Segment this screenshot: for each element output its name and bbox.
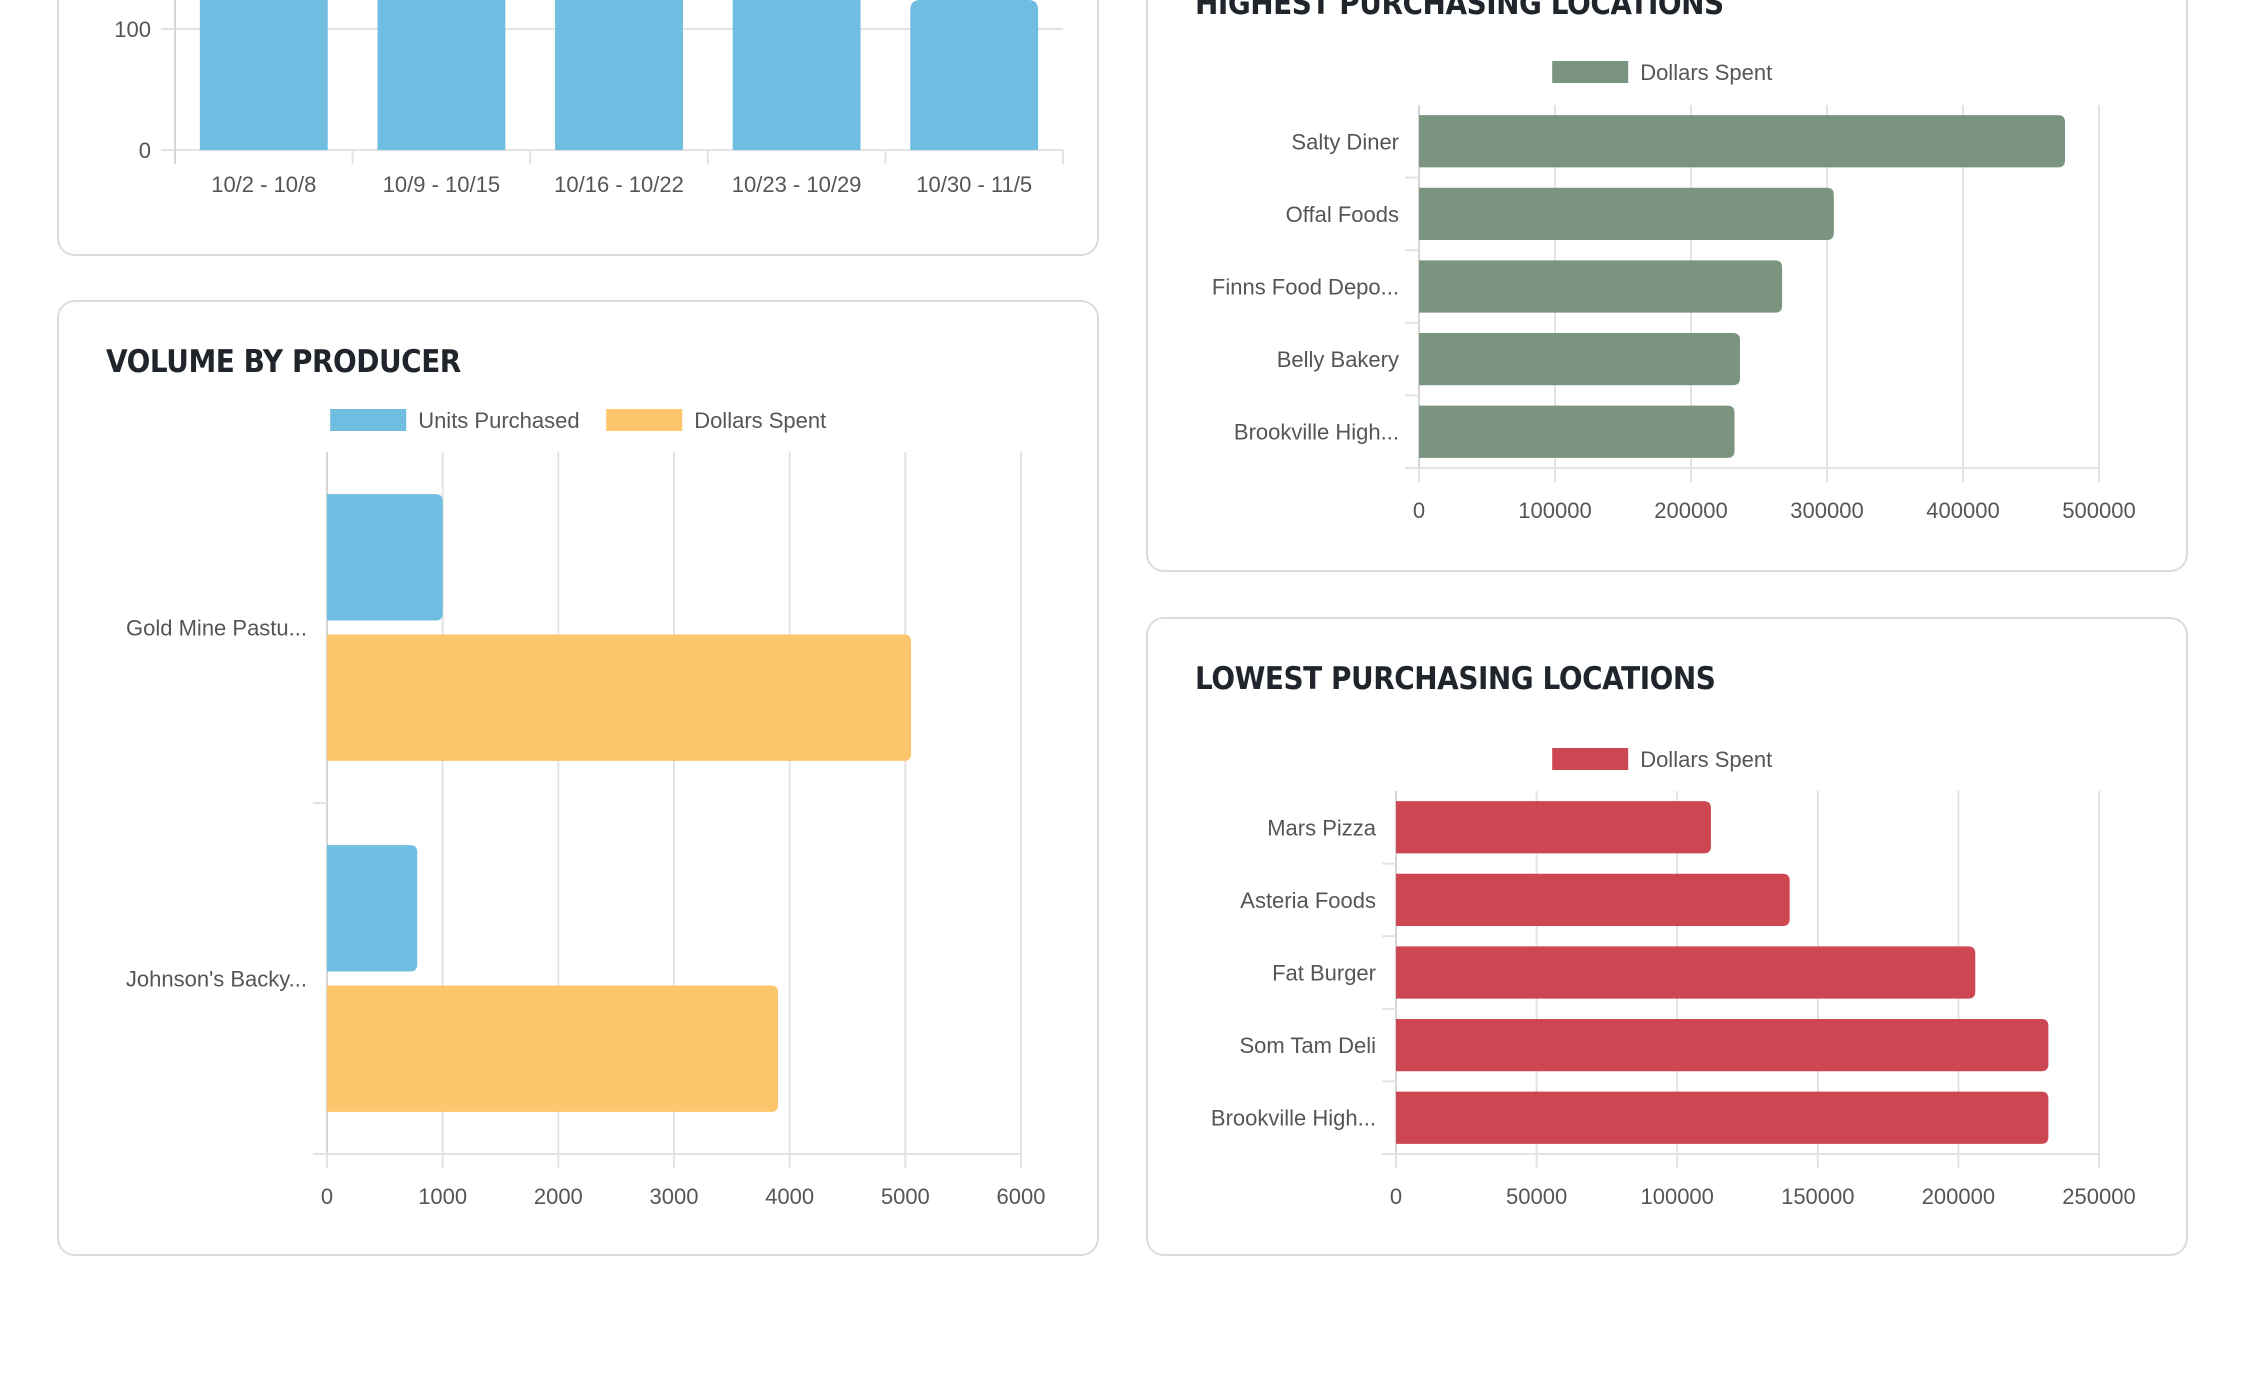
bar <box>732 0 861 150</box>
lowest-purchasing-chart: Dollars Spent 0 50000 100000 150000 200000 250… <box>1211 747 2136 1209</box>
y-tick-label: Brookville High... <box>1234 420 1399 445</box>
bar <box>1396 1091 2049 1144</box>
highest-purchasing-title: HIGHEST PURCHASING LOCATIONS <box>1195 0 1724 22</box>
legend-label: Units Purchased <box>418 408 579 433</box>
y-tick-label: Gold Mine Pastu... <box>126 616 307 641</box>
y-tick-label: Som Tam Deli <box>1239 1033 1376 1058</box>
legend-swatch <box>1552 748 1629 770</box>
y-tick-label: Mars Pizza <box>1267 815 1377 840</box>
x-tick-label: 100000 <box>1640 1184 1713 1209</box>
bar <box>327 985 779 1112</box>
bar <box>1419 405 1735 458</box>
y-tick-label: Johnson's Backy... <box>126 967 307 992</box>
legend-label: Dollars Spent <box>694 408 826 433</box>
bar <box>1396 873 1790 927</box>
x-tick-label: 0 <box>321 1184 333 1209</box>
x-tick-label: 6000 <box>997 1184 1046 1209</box>
bar <box>1396 946 1976 999</box>
bar <box>1419 260 1783 313</box>
highest-purchasing-card: HIGHEST PURCHASING LOCATIONS Dollars Spe… <box>1146 0 2188 572</box>
weekly-volume-card: 0 100 10/2 - 10/8 10/9 - 10/15 10/16 - 10/22… <box>57 0 1099 256</box>
bar <box>1396 1018 2049 1072</box>
x-tick-label: 300000 <box>1790 498 1863 523</box>
x-tick-label: 1000 <box>418 1184 467 1209</box>
bar <box>377 0 506 150</box>
x-tick-label: 500000 <box>2062 498 2135 523</box>
y-tick-label: 100 <box>114 17 151 42</box>
y-tick-label: Salty Diner <box>1291 129 1399 154</box>
y-tick-label: Brookville High... <box>1211 1106 1376 1131</box>
x-tick-label: 4000 <box>765 1184 814 1209</box>
x-tick-label: 2000 <box>534 1184 583 1209</box>
bar <box>555 0 683 150</box>
lowest-purchasing-card: LOWEST PURCHASING LOCATIONS Dollars Spen… <box>1146 617 2188 1256</box>
bar <box>1419 187 1834 241</box>
y-tick-label: 0 <box>139 138 151 163</box>
bar <box>327 634 912 761</box>
x-tick-label: 10/2 - 10/8 <box>211 172 316 197</box>
y-tick-label: Offal Foods <box>1286 202 1399 227</box>
legend-label: Dollars Spent <box>1640 747 1772 772</box>
y-tick-label: Asteria Foods <box>1240 888 1376 913</box>
x-tick-label: 3000 <box>650 1184 699 1209</box>
x-tick-label: 10/9 - 10/15 <box>383 172 500 197</box>
y-tick-label: Belly Bakery <box>1277 347 1399 372</box>
x-tick-label: 0 <box>1390 1184 1402 1209</box>
x-tick-label: 10/30 - 11/5 <box>916 172 1032 197</box>
volume-by-producer-chart: Units Purchased Dollars Spent 0 1000 2000 300… <box>126 408 1046 1209</box>
bar <box>327 494 443 621</box>
x-tick-label: 50000 <box>1506 1184 1567 1209</box>
volume-by-producer-title: VOLUME BY PRODUCER <box>106 344 461 380</box>
x-tick-label: 0 <box>1413 498 1425 523</box>
weekly-volume-chart: 0 100 10/2 - 10/8 10/9 - 10/15 10/16 - 10/22… <box>114 0 1064 197</box>
x-tick-label: 100000 <box>1518 498 1591 523</box>
x-tick-label: 5000 <box>881 1184 930 1209</box>
y-tick-label: Finns Food Depo... <box>1212 275 1399 300</box>
x-tick-label: 400000 <box>1926 498 1999 523</box>
x-tick-label: 10/16 - 10/22 <box>554 172 684 197</box>
bar <box>1419 115 2065 168</box>
bar <box>327 845 418 972</box>
bar <box>199 0 328 150</box>
legend-label: Dollars Spent <box>1640 60 1772 85</box>
legend-swatch <box>330 409 407 431</box>
bar <box>1396 801 1711 854</box>
bar <box>910 0 1039 150</box>
lowest-purchasing-title: LOWEST PURCHASING LOCATIONS <box>1195 661 1716 697</box>
x-tick-label: 200000 <box>1654 498 1727 523</box>
y-tick-label: Fat Burger <box>1272 961 1376 986</box>
x-tick-label: 150000 <box>1781 1184 1854 1209</box>
volume-by-producer-card: VOLUME BY PRODUCER Units Purchased Dollar… <box>57 300 1099 1256</box>
bar <box>1419 332 1740 386</box>
highest-purchasing-chart: Dollars Spent 0 100000 200000 300000 400000 50… <box>1212 60 2136 523</box>
legend-swatch <box>606 409 683 431</box>
x-tick-label: 200000 <box>1922 1184 1995 1209</box>
legend-swatch <box>1552 61 1629 83</box>
x-tick-label: 10/23 - 10/29 <box>732 172 862 197</box>
x-tick-label: 250000 <box>2062 1184 2135 1209</box>
